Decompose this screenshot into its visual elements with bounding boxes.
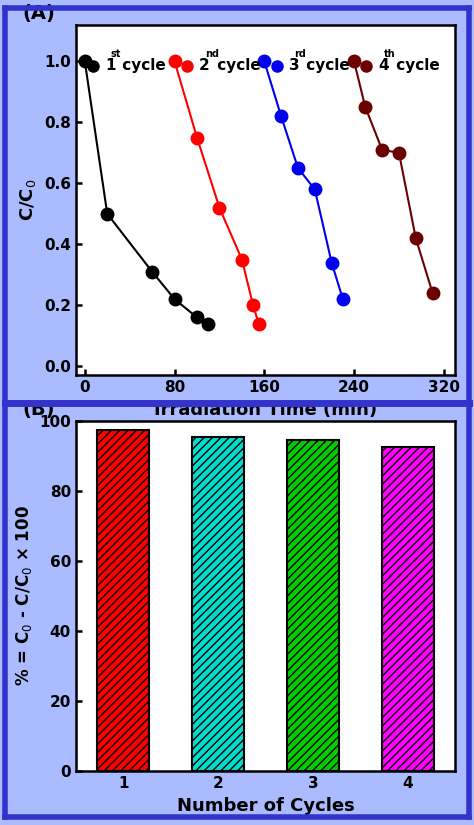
X-axis label: Irradiation Time (min): Irradiation Time (min) [154,401,377,419]
Bar [382,447,434,771]
Text: 3: 3 [289,59,300,73]
Text: th: th [384,49,396,59]
Text: (A): (A) [23,3,55,23]
Text: 4: 4 [379,59,389,73]
Text: rd: rd [295,49,307,59]
Text: st: st [110,49,121,59]
Text: 2: 2 [199,59,210,73]
Text: cycle: cycle [118,59,166,73]
Y-axis label: C/C$_0$: C/C$_0$ [18,179,38,221]
Text: cycle: cycle [211,59,260,73]
Y-axis label: % = C$_0$ - C/C$_0$ × 100: % = C$_0$ - C/C$_0$ × 100 [14,506,34,686]
Text: cycle: cycle [391,59,440,73]
Bar [192,436,244,771]
X-axis label: Number of Cycles: Number of Cycles [177,797,355,815]
Text: 1: 1 [105,59,116,73]
Text: nd: nd [205,49,219,59]
Bar [287,440,339,771]
Text: cycle: cycle [301,59,350,73]
Bar [97,430,149,771]
Text: (B): (B) [23,399,55,419]
